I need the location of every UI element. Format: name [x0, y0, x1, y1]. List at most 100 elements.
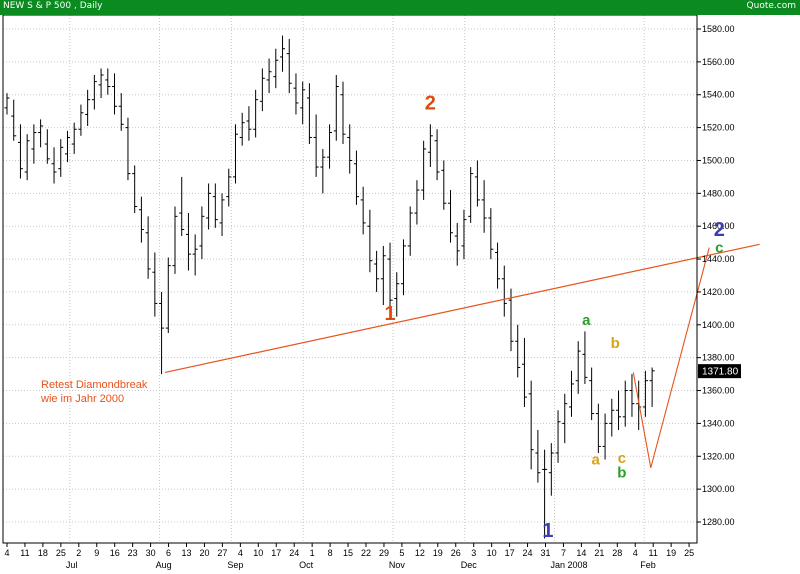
ohlc-bar [347, 124, 353, 174]
last-price-label: 1371.80 [702, 367, 739, 378]
ohlc-bars [4, 35, 655, 539]
ohlc-bar [105, 68, 111, 95]
x-tick-label: 11 [649, 548, 658, 558]
ohlc-bar [414, 180, 420, 225]
y-tick-label: 1280.00 [702, 517, 735, 527]
ohlc-bar [239, 112, 245, 146]
wave-label: a [582, 312, 591, 329]
ohlc-bar [253, 89, 259, 138]
x-tick-label: 19 [433, 548, 443, 558]
ohlc-bar [333, 75, 339, 141]
ohlc-bar [468, 167, 474, 223]
ohlc-bar [508, 288, 514, 352]
x-tick-label: 15 [343, 548, 353, 558]
x-tick-label: 4 [4, 548, 9, 558]
ohlc-bar [353, 150, 359, 205]
chart-title: NEW S & P 500 [3, 1, 72, 11]
ohlc-bar [602, 413, 608, 460]
ohlc-bar [441, 160, 447, 210]
x-tick-label: 8 [328, 548, 333, 558]
chart-period: , Daily [73, 1, 103, 11]
ohlc-bar [300, 81, 306, 125]
x-tick-label: 16 [110, 548, 120, 558]
ohlc-bar [64, 130, 70, 163]
x-tick-label: 6 [166, 548, 171, 558]
wave-label: 1 [542, 520, 553, 542]
x-tick-label: 3 [471, 548, 476, 558]
ohlc-bar [266, 58, 272, 94]
ohlc-bar [172, 206, 178, 274]
x-tick-label: 20 [199, 548, 209, 558]
y-tick-label: 1320.00 [702, 451, 735, 461]
ohlc-bar [582, 331, 588, 384]
wave-label: 2 [425, 93, 436, 115]
ohlc-bar [636, 380, 642, 430]
ohlc-bar [145, 216, 151, 279]
ohlc-bar [421, 140, 427, 200]
wave-label: 1 [384, 303, 395, 325]
ohlc-bar [226, 168, 232, 207]
x-tick-label: 24 [289, 548, 299, 558]
ohlc-bar [138, 196, 144, 243]
x-tick-label: 1 [310, 548, 315, 558]
ohlc-bar [374, 250, 380, 292]
ohlc-bar [595, 403, 601, 453]
y-tick-label: 1380.00 [702, 353, 735, 363]
y-tick-label: 1480.00 [702, 188, 735, 198]
chart-header: NEW S & P 500 , Daily Quote.com [0, 0, 800, 15]
y-tick-label: 1580.00 [702, 24, 735, 34]
ohlc-bar [488, 208, 494, 260]
x-tick-label: 21 [594, 548, 604, 558]
y-tick-label: 1520.00 [702, 123, 735, 133]
ohlc-bar [24, 134, 30, 181]
ohlc-bar [91, 75, 97, 110]
x-tick-label: 4 [633, 548, 638, 558]
ohlc-bar [616, 390, 622, 430]
ohlc-bar [313, 114, 319, 177]
month-label: Oct [299, 560, 314, 570]
ohlc-bar [280, 35, 286, 72]
ohlc-bar [51, 147, 57, 184]
month-label: Nov [389, 560, 406, 570]
ohlc-bar [38, 119, 44, 148]
ohlc-bar [212, 183, 218, 228]
ohlc-bar [501, 265, 507, 317]
ohlc-bar [427, 124, 433, 168]
ohlc-bar [622, 380, 628, 427]
ohlc-bar [125, 117, 131, 181]
x-tick-label: 23 [128, 548, 138, 558]
ohlc-bar [495, 242, 501, 289]
ohlc-bar [179, 176, 185, 237]
ohlc-bar [394, 272, 400, 317]
ohlc-bar [555, 410, 561, 463]
diamond-trendline [164, 243, 760, 374]
ohlc-bar [461, 209, 467, 260]
ohlc-bar [159, 291, 165, 375]
x-tick-label: 27 [217, 548, 227, 558]
ohlc-bar [85, 89, 91, 126]
ohlc-bar [562, 393, 568, 444]
ohlc-bar [535, 429, 541, 483]
x-tick-label: 25 [684, 548, 694, 558]
x-tick-label: 10 [253, 548, 263, 558]
plot-frame [2, 14, 698, 544]
x-tick-label: 18 [38, 548, 48, 558]
ohlc-bar [206, 183, 212, 230]
ohlc-bar [98, 68, 104, 99]
ohlc-bar [31, 124, 37, 164]
brand-label: Quote.com [746, 1, 796, 11]
ohlc-bar [246, 106, 252, 141]
month-label: Jul [66, 560, 78, 570]
x-tick-label: 29 [379, 548, 389, 558]
trendline-layer [164, 243, 760, 468]
ohlc-bar [152, 252, 158, 317]
x-tick-label: 12 [415, 548, 425, 558]
x-tick-label: 30 [146, 548, 156, 558]
x-tick-label: 9 [94, 548, 99, 558]
ohlc-bar [293, 73, 299, 115]
ohlc-bar [199, 206, 205, 260]
ohlc-bar [481, 180, 487, 233]
ohlc-bar [132, 165, 138, 214]
ohlc-bar [192, 234, 198, 276]
